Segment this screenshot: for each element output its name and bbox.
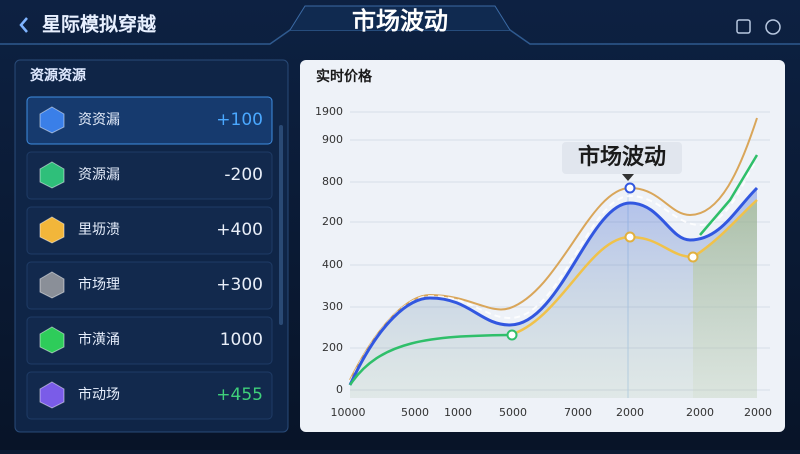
price-area [350, 188, 757, 398]
resource-item[interactable] [26, 316, 273, 365]
x-axis-label: 2000 [744, 406, 772, 419]
resource-name: 资源漏 [78, 167, 120, 183]
resource-name: 市场理 [78, 276, 120, 293]
resource-value: 1000 [220, 330, 263, 350]
annotation-box [562, 142, 682, 174]
y-axis-label: 300 [322, 300, 343, 313]
resource-icon [39, 161, 65, 189]
resource-value: +400 [216, 220, 263, 240]
resource-icon [39, 106, 65, 134]
resource-name: 资资漏 [78, 112, 120, 128]
price-line-green-2 [699, 154, 759, 236]
price-line-yellow [509, 199, 758, 337]
x-axis-label: 5000 [401, 406, 429, 419]
resource-name: 市潢涌 [78, 331, 120, 348]
y-axis-label: 800 [322, 175, 343, 188]
resource-item[interactable] [26, 261, 273, 310]
annotation-pointer [622, 174, 634, 181]
resource-item[interactable] [26, 206, 273, 255]
price-line-green [348, 333, 511, 386]
point-marker[interactable] [624, 231, 636, 243]
point-marker[interactable] [687, 251, 699, 263]
x-axis-label: 2000 [616, 406, 644, 419]
x-axis-label: 7000 [564, 406, 592, 419]
x-axis-label: 1000 [444, 406, 472, 419]
price-line-blue [348, 186, 759, 386]
price-area-green [693, 200, 757, 398]
x-axis-label: 2000 [686, 406, 714, 419]
resource-icon [39, 216, 65, 244]
y-axis-label: 1900 [315, 105, 343, 118]
y-axis-label: 200 [322, 341, 343, 354]
y-axis-label: 0 [336, 383, 343, 396]
back-button[interactable] [19, 17, 28, 33]
resource-value: +100 [216, 110, 263, 130]
point-marker[interactable] [506, 329, 518, 341]
x-axis-label: 10000 [331, 406, 366, 419]
y-axis-label: 900 [322, 133, 343, 146]
resource-icon [39, 271, 65, 299]
resource-value: -200 [224, 165, 263, 185]
x-axis-label: 5000 [499, 406, 527, 419]
price-line-dashed [349, 159, 758, 383]
resource-name: 市动场 [78, 386, 120, 403]
resource-icon [39, 326, 65, 354]
y-axis-label: 400 [322, 258, 343, 271]
y-axis-label: 200 [322, 215, 343, 228]
resource-item[interactable] [26, 371, 273, 420]
resource-name: 里坜溃 [78, 222, 120, 238]
resource-value: +455 [216, 385, 263, 405]
resource-item[interactable] [26, 96, 273, 145]
panel-title: 资源资源 [30, 67, 86, 84]
title-plate [289, 5, 511, 31]
screen-title: 市场波动 [352, 7, 448, 35]
chart-title: 实时价格 [316, 68, 373, 85]
resource-icon [39, 381, 65, 409]
annotation: 市场波动 [578, 144, 666, 170]
point-marker[interactable] [624, 182, 636, 194]
scrollbar[interactable] [279, 125, 283, 325]
menu-button[interactable] [736, 19, 751, 34]
resource-item[interactable] [26, 151, 273, 200]
game-title: 星际模拟穿越 [42, 13, 157, 36]
resource-value: +300 [216, 275, 263, 295]
settings-button[interactable] [765, 19, 781, 35]
